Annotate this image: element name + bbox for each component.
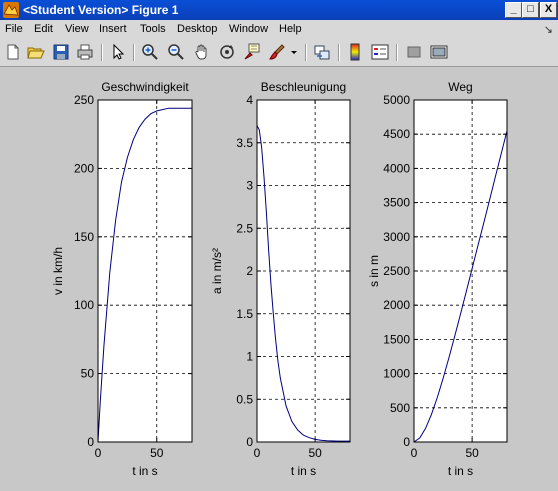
brush-icon[interactable] xyxy=(268,43,286,61)
y-tick-label: 0 xyxy=(403,435,410,449)
x-axis-label: t in s xyxy=(291,464,316,478)
menu-file[interactable]: File xyxy=(5,23,23,35)
menu-desktop[interactable]: Desktop xyxy=(177,23,218,35)
series-line xyxy=(256,125,350,442)
maximize-button[interactable]: □ xyxy=(522,2,539,18)
toolbar-separator xyxy=(396,44,398,61)
axes-title: Weg xyxy=(448,80,472,94)
window-title: <Student Version> Figure 1 xyxy=(23,3,179,17)
y-tick-label: 1000 xyxy=(383,367,410,381)
dock-arrow-icon[interactable]: ↘ xyxy=(543,24,553,36)
axes-title: Beschleunigung xyxy=(261,80,346,94)
hide-plot-tools-icon[interactable] xyxy=(405,43,423,61)
series-line xyxy=(97,107,192,443)
y-tick-label: 2000 xyxy=(383,298,410,312)
axes-title: Geschwindigkeit xyxy=(101,80,189,94)
axes-3: 0500100015002000250030003500400045005000… xyxy=(367,80,508,478)
menu-edit[interactable]: Edit xyxy=(34,23,53,35)
brush-dropdown-icon[interactable] xyxy=(289,43,299,61)
y-tick-label: 2 xyxy=(246,264,253,278)
y-tick-label: 100 xyxy=(74,298,94,312)
y-tick-label: 0 xyxy=(87,435,94,449)
save-icon[interactable] xyxy=(52,43,70,61)
axes-1: 0 50 100 150 200 250 0 50 Geschwindigkeit t in s v… xyxy=(51,80,193,478)
toolbar-separator xyxy=(305,44,307,61)
menu-view[interactable]: View xyxy=(65,23,89,35)
pan-hand-icon[interactable] xyxy=(193,43,211,61)
y-tick-label: 200 xyxy=(74,161,94,175)
x-tick-label: 0 xyxy=(411,446,418,460)
axes-background xyxy=(414,100,507,442)
close-button[interactable]: X xyxy=(540,2,557,18)
x-tick-label: 0 xyxy=(254,446,261,460)
axes-frame xyxy=(97,99,193,443)
show-plot-tools-icon[interactable] xyxy=(430,43,448,61)
y-tick-label: 3000 xyxy=(383,230,410,244)
y-tick-label: 50 xyxy=(81,367,95,381)
open-file-icon[interactable] xyxy=(27,43,45,61)
zoom-out-icon[interactable] xyxy=(167,43,185,61)
y-tick-label: 3500 xyxy=(383,196,410,210)
y-tick-label: 1 xyxy=(246,350,253,364)
y-axis-label: a in m/s² xyxy=(210,248,224,294)
colorbar-icon[interactable] xyxy=(346,43,364,61)
series-line xyxy=(413,130,508,443)
menu-window[interactable]: Window xyxy=(229,23,269,35)
minimize-button[interactable]: _ xyxy=(505,2,522,18)
new-figure-icon[interactable] xyxy=(4,43,22,61)
y-axis-label: s in m xyxy=(367,255,381,287)
axes-2: 0 0.5 1 1.5 2 2.5 3 3.5 4 0 50 Beschleunigung t in s… xyxy=(210,80,351,478)
legend-icon[interactable] xyxy=(371,43,389,61)
axes-background xyxy=(257,100,350,442)
x-tick-label: 50 xyxy=(150,446,164,460)
toolbar-separator xyxy=(338,44,340,61)
matlab-logo-icon xyxy=(3,2,19,18)
window-titlebar[interactable]: <Student Version> Figure 1 _ □ X xyxy=(0,0,558,20)
y-tick-label: 1500 xyxy=(383,332,410,346)
x-tick-label: 50 xyxy=(308,446,322,460)
menu-tools[interactable]: Tools xyxy=(140,23,166,35)
zoom-in-icon[interactable] xyxy=(141,43,159,61)
y-tick-label: 4 xyxy=(246,93,253,107)
toolbar xyxy=(0,39,558,67)
y-tick-label: 2500 xyxy=(383,264,410,278)
print-icon[interactable] xyxy=(76,43,94,61)
link-plot-icon[interactable] xyxy=(313,43,331,61)
y-tick-label: 4500 xyxy=(383,127,410,141)
y-axis-label: v in km/h xyxy=(51,247,65,295)
y-tick-label: 500 xyxy=(390,401,410,415)
menu-help[interactable]: Help xyxy=(279,23,302,35)
data-cursor-icon[interactable] xyxy=(243,43,261,61)
y-tick-label: 1.5 xyxy=(236,307,253,321)
toolbar-separator xyxy=(101,44,103,61)
x-axis-label: t in s xyxy=(448,464,473,478)
menu-insert[interactable]: Insert xyxy=(99,23,127,35)
y-tick-label: 150 xyxy=(74,230,94,244)
rotate-3d-icon[interactable] xyxy=(218,43,236,61)
y-tick-label: 3.5 xyxy=(236,136,253,150)
edit-plot-arrow-icon[interactable] xyxy=(109,43,127,61)
toolbar-separator xyxy=(133,44,135,61)
y-tick-label: 0 xyxy=(246,435,253,449)
y-tick-label: 3 xyxy=(246,179,253,193)
axes-background xyxy=(98,100,192,442)
x-tick-label: 0 xyxy=(95,446,102,460)
y-tick-label: 4000 xyxy=(383,161,410,175)
y-tick-label: 250 xyxy=(74,93,94,107)
y-tick-label: 5000 xyxy=(383,93,410,107)
y-tick-label: 2.5 xyxy=(236,221,253,235)
menubar: File Edit View Insert Tools Desktop Wind… xyxy=(0,20,558,39)
y-tick-label: 0.5 xyxy=(236,392,253,406)
x-axis-label: t in s xyxy=(132,464,157,478)
x-tick-label: 50 xyxy=(465,446,479,460)
